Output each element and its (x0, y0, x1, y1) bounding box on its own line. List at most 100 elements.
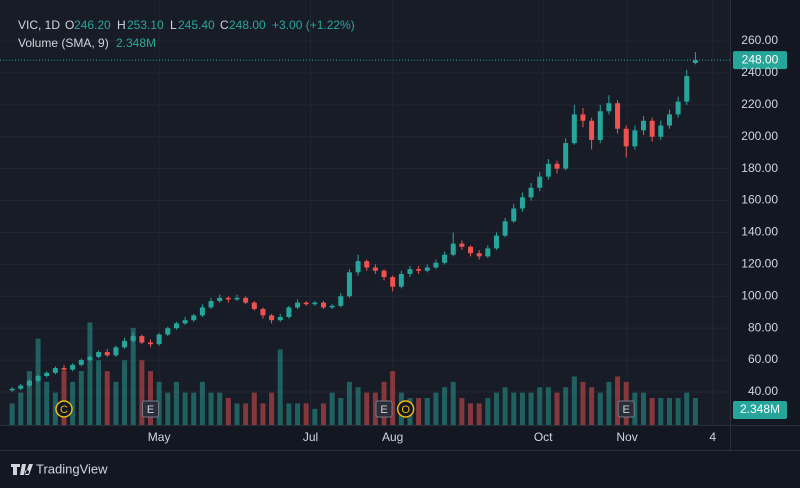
volume-bar (346, 381, 352, 425)
volume-bar (286, 403, 292, 425)
candle-body (554, 163, 560, 169)
candle-body (78, 360, 84, 365)
volume-bar (156, 381, 162, 425)
x-tick-label: May (148, 430, 171, 444)
event-marker (617, 400, 635, 418)
candle-body (320, 302, 326, 308)
volume-bar (563, 387, 569, 425)
volume-bar (615, 376, 621, 425)
volume-layer (9, 322, 698, 425)
volume-bar (364, 392, 370, 425)
volume-bar (493, 392, 499, 425)
volume-bar (312, 408, 318, 425)
volume-bar (433, 392, 439, 425)
volume-bar (96, 360, 102, 425)
y-tick-label: 80.00 (748, 320, 778, 334)
volume-bar (269, 392, 275, 425)
x-tick-label: Nov (616, 430, 637, 444)
overlay: 248.00 C E E O E (0, 51, 787, 418)
volume-bar (666, 398, 672, 425)
volume-bar (372, 392, 378, 425)
candle-body (571, 114, 577, 144)
volume-bar (597, 392, 603, 425)
volume-bar (485, 398, 491, 425)
event-marker (396, 400, 415, 418)
volume-bar (589, 387, 595, 425)
candle-body (52, 368, 58, 373)
volume-bar (450, 381, 456, 425)
candle-body (234, 297, 240, 300)
change-value: +3.00 (+1.22%) (272, 18, 355, 32)
volume-bar (554, 392, 560, 425)
volume-sma-value: 2.348M (116, 36, 156, 50)
volume-bar (122, 360, 128, 425)
candle-body (61, 368, 67, 370)
candle-body (372, 267, 378, 271)
candle-body (442, 254, 448, 263)
candle-body (493, 235, 499, 249)
volume-bar (338, 398, 344, 425)
volume-bar (632, 392, 638, 425)
volume-bar (519, 392, 525, 425)
event-label: C (60, 404, 68, 416)
y-tick-label: 260.00 (741, 33, 778, 47)
candle-body (139, 336, 145, 343)
volume-bar (208, 392, 214, 425)
volume-bar (580, 381, 586, 425)
volume-bar (684, 392, 690, 425)
volume-title: Volume (SMA, 9) (18, 36, 109, 50)
candle-body (225, 297, 231, 300)
candle-body (199, 307, 205, 316)
volume-tag-label: 2.348M (740, 402, 780, 416)
candle-body (545, 163, 551, 177)
high-label: H (117, 18, 126, 32)
volume-bar (511, 392, 517, 425)
x-tick-label: Aug (382, 430, 403, 444)
volume-bar (139, 360, 145, 425)
y-tick-label: 100.00 (741, 288, 778, 302)
candle-body (623, 128, 629, 147)
candle-body (96, 352, 102, 357)
volume-bar (225, 398, 231, 425)
candle-body (312, 302, 318, 305)
volume-bar (70, 381, 76, 425)
plot-area (0, 0, 730, 425)
candle-body (303, 302, 309, 305)
volume-bar (606, 381, 612, 425)
candle-body (649, 120, 655, 137)
candle-body (407, 269, 413, 274)
x-tick-label: 4 (709, 430, 716, 444)
volume-bar (303, 403, 309, 425)
symbol: VIC, 1D (18, 18, 60, 32)
volume-bar (424, 398, 430, 425)
volume-bar (502, 387, 508, 425)
volume-bar (277, 349, 283, 425)
y-tick-label: 160.00 (741, 193, 778, 207)
y-tick-label: 180.00 (741, 161, 778, 175)
volume-bar (234, 403, 240, 425)
volume-bar (191, 392, 197, 425)
candle-body (424, 267, 430, 271)
volume-bar (243, 403, 249, 425)
low-label: L (170, 18, 177, 32)
candle-body (675, 101, 681, 115)
candle-body (104, 352, 110, 356)
candle-body (35, 376, 41, 381)
candle-body (44, 372, 50, 377)
grid (0, 0, 730, 425)
candle-body (398, 273, 404, 287)
candle-body (692, 60, 698, 64)
candle-body (87, 356, 93, 361)
candle-body (632, 130, 638, 147)
candle-body (615, 103, 621, 129)
volume-bar (355, 387, 361, 425)
candle-body (346, 272, 352, 297)
candle-body (666, 114, 672, 126)
volume-bar (113, 381, 119, 425)
candle-body (519, 197, 525, 209)
close-label: C (220, 18, 229, 32)
open-label: O (65, 18, 74, 32)
candle-body (502, 221, 508, 236)
volume-bar (104, 371, 110, 425)
